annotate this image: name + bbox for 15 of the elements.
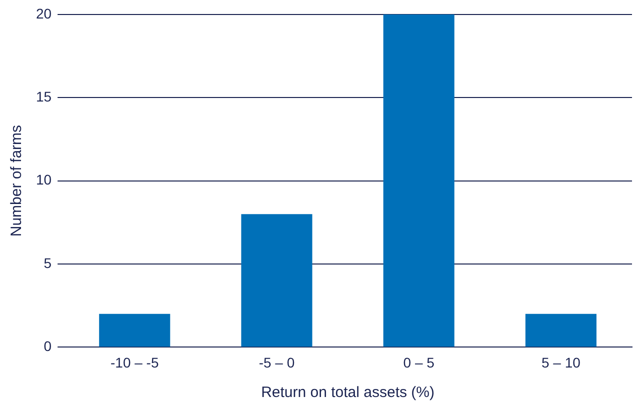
y-tick-label: 5: [44, 254, 52, 271]
bar: [99, 314, 170, 347]
x-tick-label: 5 – 10: [541, 354, 581, 370]
y-tick-label: 15: [36, 88, 52, 104]
x-tick-label: 0 – 5: [403, 354, 435, 370]
y-axis-title: Number of farms: [8, 124, 26, 237]
x-tick-label: -5 – 0: [258, 354, 295, 370]
x-axis-title: Return on total assets (%): [261, 384, 434, 402]
y-tick-label: 0: [44, 338, 52, 354]
bar: [383, 14, 454, 347]
bar: [241, 214, 312, 347]
y-tick-label: 10: [36, 172, 52, 188]
y-tick-label: 20: [36, 5, 52, 22]
x-tick-label: -10 – -5: [110, 354, 159, 370]
bar: [525, 314, 596, 347]
